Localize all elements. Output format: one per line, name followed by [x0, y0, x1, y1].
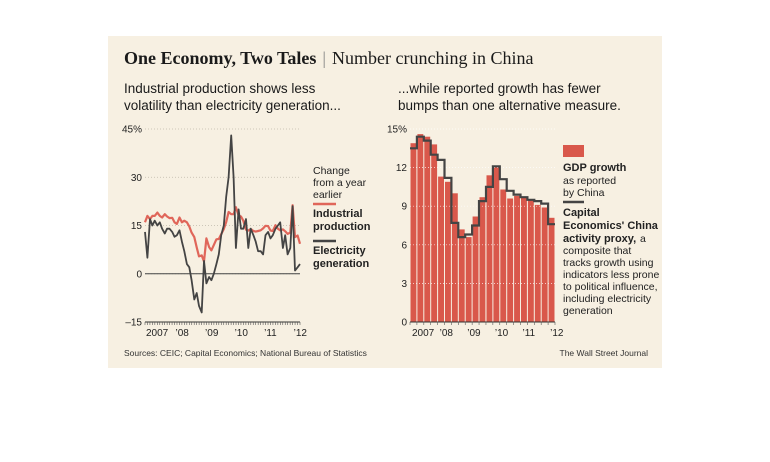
left-legend-note: from a year	[313, 177, 367, 189]
header-title: One Economy, Two Tales	[124, 48, 317, 68]
right-y-tick-label: 3	[401, 279, 407, 290]
gdp-growth-bar	[548, 217, 555, 322]
gdp-growth-bar	[479, 197, 486, 322]
gdp-growth-bar	[486, 175, 493, 322]
right-y-tick-label: 9	[401, 202, 407, 213]
right-y-tick-label: 12	[396, 163, 408, 174]
gdp-growth-bar	[541, 207, 548, 322]
activity-proxy-line	[410, 135, 555, 239]
gdp-growth-legend-note: as reported	[563, 175, 616, 187]
right-x-tick-label: ’08	[440, 328, 454, 339]
gdp-growth-bar	[445, 181, 451, 322]
gdp-growth-bar	[527, 199, 534, 322]
left-legend-label: Electricity	[313, 245, 366, 257]
gdp-growth-bar	[438, 176, 444, 322]
header-separator: |	[322, 48, 326, 68]
gdp-growth-legend-swatch	[563, 145, 584, 157]
electricity-generation-line	[144, 134, 301, 314]
left-x-tick-label: ’09	[205, 328, 219, 339]
left-x-tick-label: ’12	[294, 328, 308, 339]
gdp-growth-bar	[465, 237, 472, 322]
gdp-growth-bar	[458, 229, 465, 322]
activity-proxy-legend-note: indicators less prone	[563, 269, 659, 281]
gdp-growth-bar	[410, 143, 417, 322]
gdp-growth-legend-label: GDP growth	[563, 162, 627, 174]
left-y-tick-label: 0	[136, 269, 142, 280]
right-y-tick-label: 0	[401, 318, 407, 329]
gdp-growth-legend-note: by China	[563, 187, 605, 199]
wsj-credit: The Wall Street Journal	[559, 348, 649, 358]
left-legend-label: production	[313, 221, 371, 233]
activity-proxy-legend-label: Capital	[563, 207, 600, 219]
right-y-tick-label: 6	[401, 240, 407, 251]
activity-proxy-legend-label: Economics' China	[563, 220, 659, 232]
right-x-tick-label: 2007	[412, 328, 435, 339]
left-legend-label: generation	[313, 258, 370, 270]
sources-note: Sources: CEIC; Capital Economics; Nation…	[124, 348, 367, 358]
left-legend-label: Industrial	[313, 208, 363, 220]
left-chart-title-line: Industrial production shows less	[124, 81, 316, 96]
activity-proxy-legend-note: to political influence,	[563, 281, 658, 293]
right-x-tick-label: ’09	[467, 328, 481, 339]
activity-proxy-legend-note: composite that	[563, 245, 631, 257]
left-legend-note: Change	[313, 165, 350, 177]
right-chart-title-line: bumps than one alternative measure.	[398, 98, 621, 113]
gdp-growth-bar	[451, 193, 458, 322]
gdp-growth-bar	[424, 136, 431, 322]
left-x-tick-label: ’10	[235, 328, 249, 339]
chart-header: One Economy, Two Tales | Number crunching …	[124, 48, 533, 69]
right-chart-title: ...while reported growth has fewer bumps…	[398, 80, 621, 114]
gdp-growth-bar	[472, 216, 479, 322]
left-chart-title-line: volatility than electricity generation..…	[124, 98, 341, 113]
left-y-tick-label: 30	[131, 173, 143, 184]
gdp-growth-bar	[493, 166, 500, 322]
header-subtitle: Number crunching in China	[331, 48, 534, 68]
right-chart-title-line: ...while reported growth has fewer	[398, 81, 601, 96]
left-y-tick-label: –15	[125, 318, 142, 329]
gdp-growth-bar	[500, 189, 507, 322]
gdp-growth-bar	[521, 197, 527, 322]
left-y-tick-label: 15	[131, 221, 143, 232]
left-x-tick-label: ’08	[176, 328, 190, 339]
gdp-growth-bar	[417, 134, 424, 322]
left-y-tick-label: 45%	[122, 125, 142, 136]
activity-proxy-legend-note: generation	[563, 305, 613, 317]
right-y-tick-label: 15%	[387, 125, 407, 136]
right-x-tick-label: ’12	[550, 328, 564, 339]
activity-proxy-legend-note: tracks growth using	[563, 257, 654, 269]
gdp-growth-bar	[507, 198, 514, 322]
activity-proxy-legend-note: a	[640, 233, 646, 245]
gdp-growth-bar	[431, 144, 438, 322]
gdp-growth-bar	[514, 195, 520, 322]
gdp-growth-bar	[534, 204, 541, 322]
right-x-tick-label: ’10	[495, 328, 509, 339]
left-chart-title: Industrial production shows less volatil…	[124, 80, 341, 114]
right-x-tick-label: ’11	[522, 328, 535, 339]
left-x-tick-label: 2007	[146, 328, 169, 339]
left-x-tick-label: ’11	[264, 328, 277, 339]
activity-proxy-legend-note: including electricity	[563, 293, 652, 305]
left-legend-note: earlier	[313, 189, 343, 201]
activity-proxy-legend-label: activity proxy,	[563, 233, 636, 245]
